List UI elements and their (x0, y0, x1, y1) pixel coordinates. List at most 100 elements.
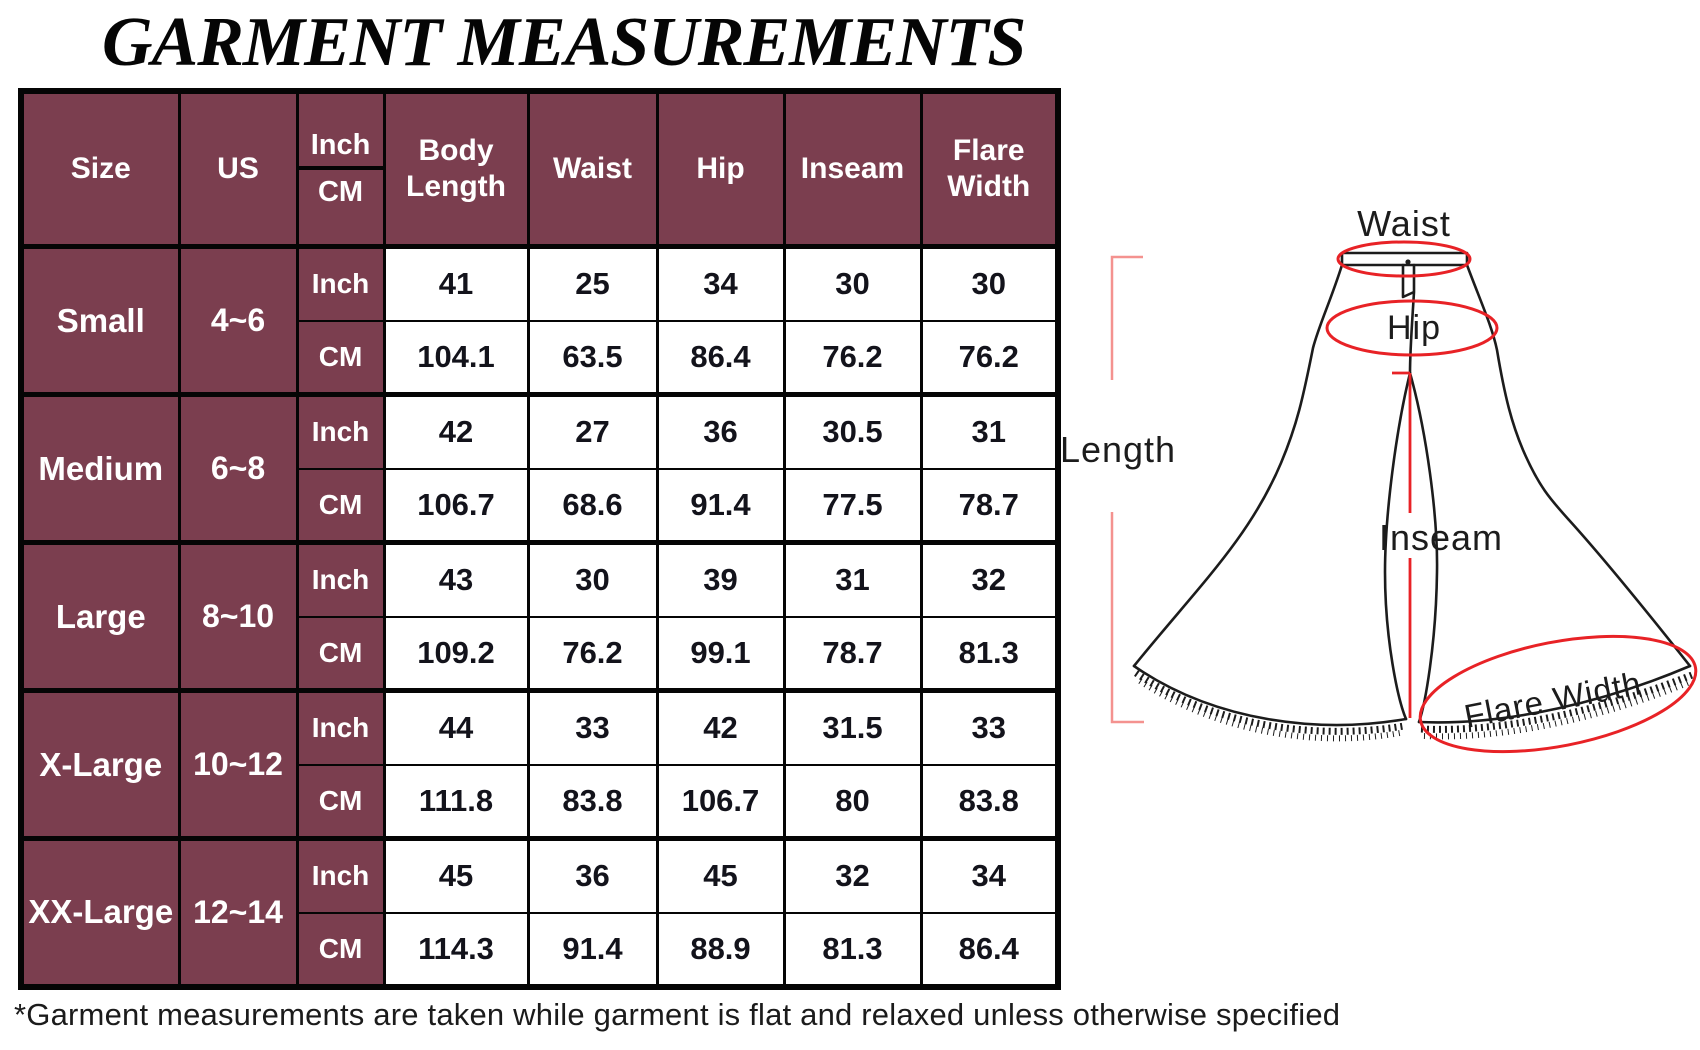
measure-cell: 68.6 (526, 467, 659, 544)
measure-cell: 41 (382, 244, 530, 322)
right-hem-fringe (1423, 679, 1692, 740)
table-row-small-cm: CM 104.1 63.5 86.4 76.2 76.2 (21, 319, 1060, 396)
col-header-unit: Inch CM (295, 89, 386, 248)
measure-cell: 63.5 (526, 319, 659, 396)
unit-cell: Inch (295, 392, 386, 470)
size-chart-table: Size US Inch CM Body Length Waist Hip In… (18, 88, 1061, 990)
measure-cell: 31.5 (782, 688, 923, 766)
col-header-size: Size (19, 89, 181, 248)
measure-cell: 27 (526, 392, 659, 470)
unit-cell: CM (295, 911, 386, 988)
left-hem-fringe (1138, 678, 1401, 742)
us-cell: 4~6 (177, 244, 299, 396)
measure-cell: 76.2 (782, 319, 923, 396)
measure-cell: 80 (782, 763, 923, 840)
measure-cell: 36 (526, 836, 659, 914)
measure-cell: 30 (782, 244, 923, 322)
measure-cell: 83.8 (919, 763, 1060, 840)
table-row-xxlarge-inch: XX-Large 12~14 Inch 45 36 45 32 34 (19, 836, 1060, 988)
size-cell: Large (19, 540, 181, 692)
col-header-hip: Hip (655, 89, 786, 248)
measure-cell: 81.3 (919, 615, 1060, 692)
measure-cell: 77.5 (782, 467, 923, 544)
length-label: Length (1060, 429, 1176, 470)
us-cell: 12~14 (177, 836, 299, 988)
inseam-label: Inseam (1379, 517, 1503, 558)
header-row: Size US Inch CM Body Length Waist Hip In… (19, 89, 1060, 248)
unit-cell: Inch (295, 540, 386, 618)
measure-cell: 99.1 (655, 615, 786, 692)
measure-cell: 31 (782, 540, 923, 618)
unit-cell: Inch (295, 688, 386, 766)
measure-cell: 45 (382, 836, 530, 914)
measure-cell: 44 (382, 688, 530, 766)
left-leg-hem (1132, 664, 1408, 727)
hip-label: Hip (1387, 309, 1441, 347)
measure-cell: 109.2 (382, 615, 530, 692)
hip-ellipse (1325, 299, 1499, 357)
page-title: GARMENT MEASUREMENTS (102, 4, 1026, 81)
flare-width-ellipse (1418, 634, 1698, 754)
measure-cell: 32 (919, 540, 1060, 618)
size-cell: XX-Large (19, 836, 181, 988)
measure-cell: 32 (782, 836, 923, 914)
table-row-xlarge-cm: CM 111.8 83.8 106.7 80 83.8 (21, 763, 1060, 840)
us-cell: 6~8 (177, 392, 299, 544)
pants-inner-right-seam (1408, 371, 1439, 724)
measure-cell: 33 (919, 688, 1060, 766)
us-cell: 8~10 (177, 540, 299, 692)
table-row-xlarge-inch: X-Large 10~12 Inch 44 33 42 31.5 33 (19, 688, 1060, 840)
measure-cell: 39 (655, 540, 786, 618)
waist-ellipse (1336, 240, 1472, 278)
measure-cell: 45 (655, 836, 786, 914)
measure-cell: 88.9 (655, 911, 786, 988)
measure-cell: 34 (919, 836, 1060, 914)
measure-cell: 91.4 (655, 467, 786, 544)
measure-cell: 91.4 (526, 911, 659, 988)
measure-cell: 106.7 (382, 467, 530, 544)
measure-cell: 36 (655, 392, 786, 470)
unit-cell: CM (295, 467, 386, 544)
measure-cell: 114.3 (382, 911, 530, 988)
measure-cell: 42 (382, 392, 530, 470)
col-header-flare-width: Flare Width (919, 89, 1060, 248)
unit-cell: Inch (295, 836, 386, 914)
table-row-large-inch: Large 8~10 Inch 43 30 39 31 32 (19, 540, 1060, 692)
pants-outer-right-seam (1465, 263, 1692, 668)
unit-cell: CM (295, 763, 386, 840)
measure-cell: 104.1 (382, 319, 530, 396)
measure-cell: 30 (919, 244, 1060, 322)
footnote: *Garment measurements are taken while ga… (14, 997, 1341, 1032)
size-cell: Medium (19, 392, 181, 544)
size-cell: X-Large (19, 688, 181, 840)
table-row-xxlarge-cm: CM 114.3 91.4 88.9 81.3 86.4 (21, 911, 1060, 988)
measure-cell: 30 (526, 540, 659, 618)
col-header-cm: CM (317, 176, 364, 208)
table-row-small-inch: Small 4~6 Inch 41 25 34 30 30 (19, 244, 1060, 396)
measure-cell: 76.2 (919, 319, 1060, 396)
unit-cell: CM (295, 319, 386, 396)
waist-label: Waist (1357, 203, 1451, 244)
col-header-inch: Inch (298, 94, 383, 170)
length-bracket (1110, 255, 1144, 724)
garment-diagram: Waist Hip Length Inseam Flare Width (1060, 203, 1698, 754)
right-hem-fringe (1420, 671, 1694, 733)
measure-cell: 31 (919, 392, 1060, 470)
measure-cell: 33 (526, 688, 659, 766)
table-row-large-cm: CM 109.2 76.2 99.1 78.7 81.3 (21, 615, 1060, 692)
waistband (1340, 251, 1469, 267)
left-hem-fringe (1134, 670, 1405, 735)
table-row-medium-cm: CM 106.7 68.6 91.4 77.5 78.7 (21, 467, 1060, 544)
col-header-body-length: Body Length (382, 89, 530, 248)
unit-cell: Inch (295, 244, 386, 322)
col-header-waist: Waist (526, 89, 659, 248)
measure-cell: 86.4 (655, 319, 786, 396)
size-cell: Small (19, 244, 181, 396)
pants-outer-left-seam (1132, 263, 1344, 668)
measure-cell: 43 (382, 540, 530, 618)
col-header-us: US (177, 89, 299, 248)
measure-cell: 30.5 (782, 392, 923, 470)
right-leg-hem (1417, 664, 1692, 724)
measure-cell: 106.7 (655, 763, 786, 840)
